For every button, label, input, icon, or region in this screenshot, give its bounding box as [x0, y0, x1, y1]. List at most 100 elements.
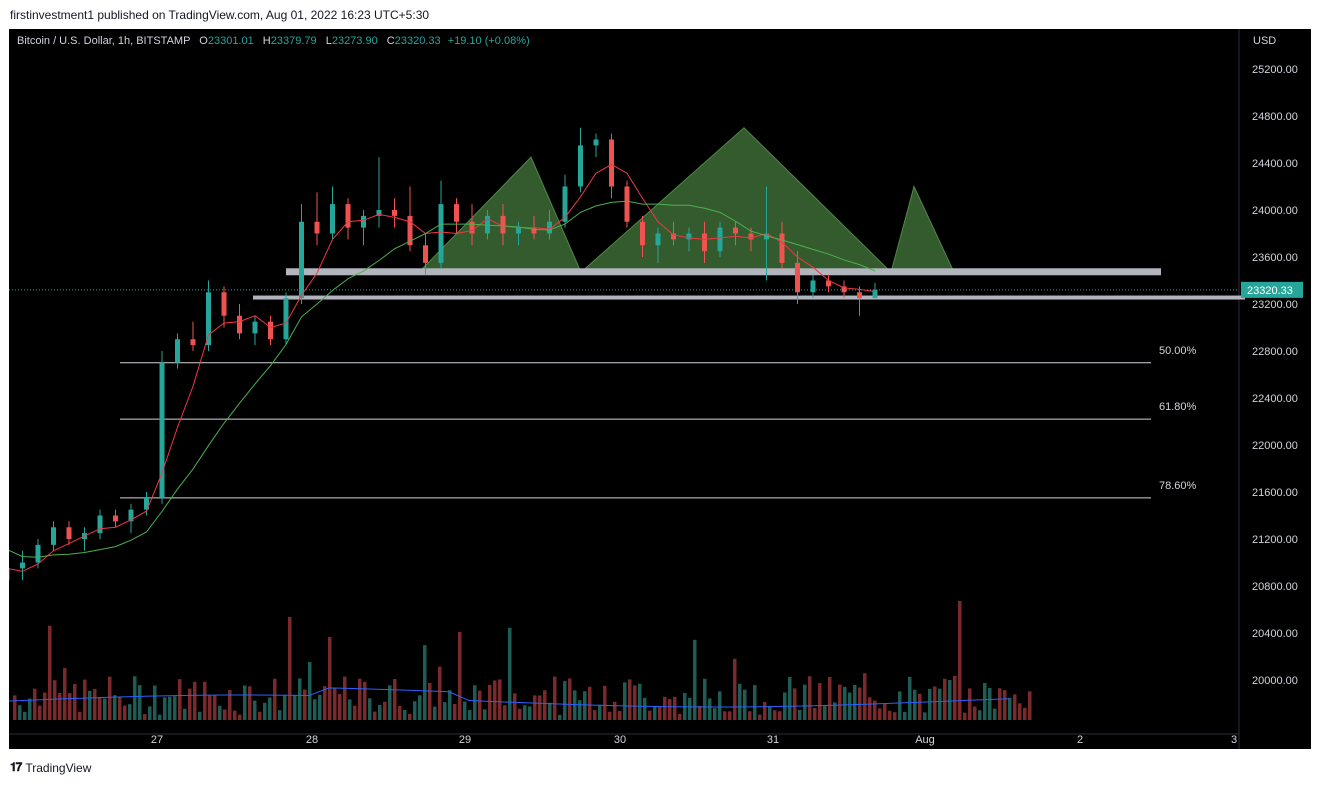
candle-body[interactable] [516, 227, 521, 234]
candle-body[interactable] [655, 233, 661, 246]
candle-body[interactable] [748, 233, 754, 240]
candle-body[interactable] [407, 215, 413, 246]
volume-bar [283, 695, 287, 720]
volume-bar [358, 678, 362, 720]
candle-body[interactable] [35, 544, 41, 563]
candle-body[interactable] [252, 321, 258, 334]
candle-body[interactable] [454, 204, 459, 222]
candle-body[interactable] [686, 233, 692, 240]
neckline-level[interactable] [286, 268, 1161, 276]
candle-body[interactable] [671, 233, 676, 240]
candle-body[interactable] [330, 204, 335, 234]
candle-body[interactable] [190, 339, 196, 346]
volume-bar [413, 701, 417, 720]
candle-body[interactable] [593, 139, 599, 146]
y-tick-label: 21600.00 [1252, 487, 1298, 499]
candle-body[interactable] [66, 527, 72, 539]
candle-body[interactable] [485, 215, 490, 234]
candle-body[interactable] [733, 227, 738, 234]
volume-bar [168, 696, 172, 720]
volume-bar [768, 705, 772, 720]
candle-body[interactable] [128, 509, 134, 522]
candle-body[interactable] [702, 233, 707, 252]
candle-body[interactable] [423, 245, 428, 263]
volume-bar [113, 695, 117, 720]
volume-bar [298, 678, 302, 720]
candle-body[interactable] [562, 186, 568, 222]
candle-body[interactable] [779, 233, 785, 263]
candle-body[interactable] [624, 186, 630, 222]
candle-body[interactable] [857, 292, 862, 299]
volume-bar [548, 702, 552, 720]
y-tick-label: 24000.00 [1252, 205, 1298, 217]
volume-bar [693, 639, 697, 720]
volume-bar [503, 705, 507, 720]
volume-bar [533, 695, 537, 720]
candle-body[interactable] [438, 204, 444, 263]
volume-bar [998, 688, 1002, 720]
volume-bar [493, 680, 497, 720]
candle-body[interactable] [175, 339, 180, 363]
volume-bar [728, 711, 732, 720]
volume-bar [293, 695, 297, 720]
candle-body[interactable] [500, 215, 506, 234]
candle-body[interactable] [206, 292, 211, 346]
volume-bar [958, 600, 962, 720]
price-chart[interactable]: 25200.00 24800.00 24400.00 24000.00 23600.00… [9, 29, 1311, 749]
candle-body[interactable] [159, 362, 165, 498]
volume-bar [263, 702, 267, 720]
footer-brand[interactable]: TradingView [25, 760, 92, 775]
volume-bar [453, 703, 457, 720]
volume-bar [678, 713, 682, 720]
volume-bar [953, 675, 957, 720]
candle-body[interactable] [392, 210, 397, 216]
candle-body[interactable] [841, 286, 847, 293]
volume-bar [353, 705, 357, 720]
candle-body[interactable] [283, 298, 289, 340]
volume-bar [478, 690, 482, 720]
candle-body[interactable] [640, 221, 645, 246]
volume-bar [808, 676, 812, 720]
candle-body[interactable] [144, 497, 149, 510]
volume-bar [253, 700, 257, 720]
candle-body[interactable] [826, 280, 831, 287]
candle-body[interactable] [345, 204, 351, 228]
volume-bar [428, 682, 432, 720]
candle-body[interactable] [764, 233, 769, 240]
candle-body[interactable] [578, 145, 583, 187]
candle-body[interactable] [469, 221, 475, 234]
volume-bar [403, 709, 407, 720]
candle-body[interactable] [113, 515, 118, 522]
candle-body[interactable] [9, 568, 10, 581]
volume-bar [243, 685, 247, 720]
support-level[interactable] [253, 295, 1245, 300]
candle-body[interactable] [221, 292, 227, 316]
volume-bar [878, 708, 882, 720]
candle-body[interactable] [299, 221, 304, 299]
chart-panel[interactable]: 25200.00 24800.00 24400.00 24000.00 23600.00… [9, 29, 1311, 749]
volume-bar [538, 695, 542, 720]
candle-body[interactable] [268, 321, 273, 340]
candle-body[interactable] [97, 515, 103, 534]
candle-body[interactable] [237, 315, 242, 334]
volume-bar [583, 691, 587, 720]
candle-body[interactable] [51, 527, 56, 545]
candle-body[interactable] [872, 289, 878, 299]
volume-bar [133, 676, 137, 720]
volume-bar [28, 698, 32, 720]
candle-body[interactable] [810, 280, 816, 293]
candle-body[interactable] [361, 215, 366, 228]
volume-bar [83, 679, 87, 720]
x-tick-label: Aug [915, 734, 935, 746]
candle-body[interactable] [547, 221, 552, 234]
candle-body[interactable] [531, 227, 537, 234]
candle-body[interactable] [609, 139, 614, 187]
candle-body[interactable] [20, 562, 25, 569]
candle-body[interactable] [795, 262, 800, 293]
volume-bar [1013, 694, 1017, 720]
candle-body[interactable] [717, 227, 723, 252]
volume-bar [43, 692, 47, 720]
candle-body[interactable] [314, 221, 320, 234]
volume-bar [203, 681, 207, 720]
candle-body[interactable] [376, 210, 382, 216]
